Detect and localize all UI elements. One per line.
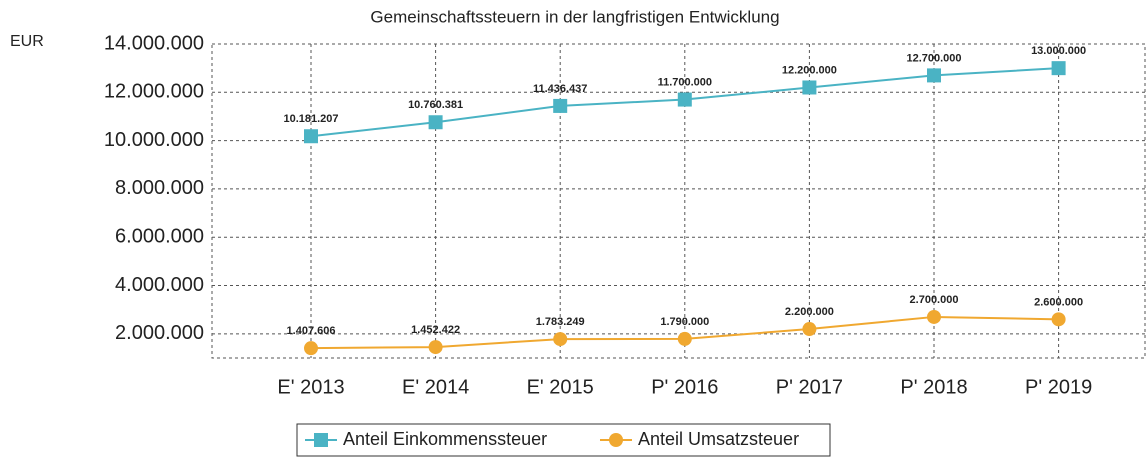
plot-border [211,43,1146,359]
x-tick-label: E' 2013 [277,376,344,398]
data-point [1051,61,1066,76]
x-tick-label: P' 2016 [651,376,718,398]
x-tick-label: P' 2019 [1025,376,1092,398]
y-tick-label: 6.000.000 [115,226,204,248]
data-point [304,129,318,144]
y-tick-label: 10.000.000 [104,129,204,151]
y-tick-label: 8.000.000 [115,177,204,199]
data-point [428,115,443,130]
data-label: 10.181.207 [283,113,338,125]
data-label: 1.407.606 [287,325,336,337]
legend-marker [314,433,328,447]
data-label: 2.700.000 [910,294,959,306]
data-label: 1.452.422 [411,324,460,336]
data-label: 10.760.381 [408,99,463,111]
y-tick-label: 14.000.000 [104,32,204,54]
chart-title: Gemeinschaftssteuern in der langfristige… [370,7,779,26]
data-label: 1.790.000 [660,316,709,328]
data-point [927,309,941,324]
legend-box [296,423,831,457]
data-point [677,331,692,346]
data-label: 2.200.000 [785,306,834,318]
x-tick-label: P' 2017 [776,376,843,398]
data-point [428,340,443,355]
data-point [927,68,941,83]
data-label: 12.200.000 [782,64,837,76]
legend-marker [609,433,623,447]
data-point [1051,312,1066,327]
y-axis-label: EUR [10,33,44,50]
data-label: 2.600.000 [1034,296,1083,308]
legend-label: Anteil Einkommenssteuer [343,429,547,449]
y-tick-label: 2.000.000 [115,322,204,344]
data-point [553,98,568,113]
x-tick-label: P' 2018 [900,376,967,398]
data-point [304,341,318,356]
data-label: 1.783.249 [536,316,585,328]
data-label: 11.436.437 [533,83,587,95]
data-label: 12.700.000 [906,52,961,64]
data-point [553,332,568,347]
x-tick-label: E' 2015 [527,376,594,398]
y-tick-label: 4.000.000 [115,274,204,296]
data-label: 11.700.000 [658,76,712,88]
legend-label: Anteil Umsatzsteuer [638,429,799,449]
data-point [677,92,692,107]
data-label: 13.000.000 [1031,45,1086,57]
data-point [802,80,817,95]
data-point [802,322,817,337]
y-tick-label: 12.000.000 [104,81,204,103]
x-tick-label: E' 2014 [402,376,469,398]
